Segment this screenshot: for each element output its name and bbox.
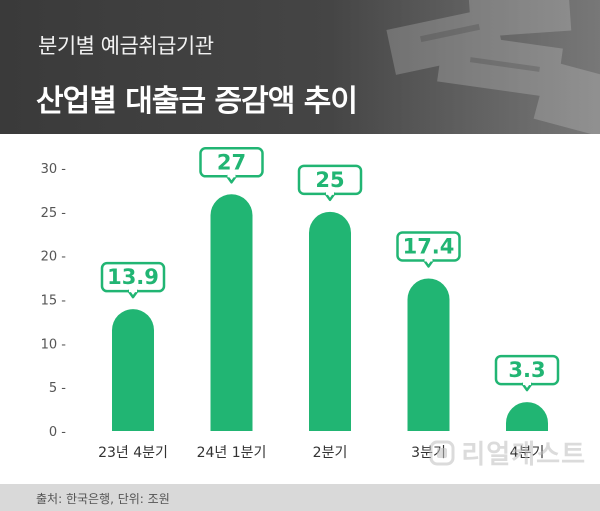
- value-callout-pointer-mask: [326, 191, 334, 195]
- money-background-image: [330, 0, 600, 134]
- bar: [112, 309, 154, 431]
- source-note: 출처: 한국은행, 단위: 조원: [36, 492, 170, 506]
- value-label: 17.4: [403, 234, 455, 258]
- header-banner: 분기별 예금취급기관 산업별 대출금 증감액 추이: [0, 0, 600, 134]
- y-axis: 0 - 5 - 10 - 15 - 20 - 25 - 30 -: [41, 162, 67, 440]
- value-callout-pointer-mask: [129, 289, 137, 293]
- value-label: 3.3: [508, 358, 545, 382]
- chart-subtitle: 분기별 예금취급기관: [38, 34, 214, 58]
- bar: [309, 211, 351, 431]
- y-tick-label: 5 -: [49, 381, 66, 396]
- x-tick-label: 2분기: [313, 445, 348, 461]
- y-tick-label: 30 -: [41, 162, 67, 177]
- value-label: 13.9: [107, 265, 159, 289]
- x-tick-label: 3분기: [411, 445, 446, 461]
- logo-text: 리얼캐스트: [461, 440, 586, 470]
- watermark-logo: 리얼캐스트: [429, 434, 586, 471]
- value-callout-pointer-mask: [424, 258, 433, 262]
- value-label: 27: [217, 150, 246, 174]
- bar: [506, 402, 548, 431]
- chart-title: 산업별 대출금 증감액 추이: [36, 84, 358, 119]
- x-tick-label: 24년 1분기: [197, 445, 267, 461]
- x-axis: 23년 4분기 24년 1분기 2분기 3분기 4분기: [98, 445, 544, 461]
- bar: [407, 278, 450, 431]
- value-callout-pointer-mask: [227, 174, 236, 178]
- x-tick-label: 23년 4분기: [98, 445, 168, 461]
- logo-mark-icon: [429, 440, 455, 465]
- y-tick-label: 15 -: [41, 294, 67, 309]
- y-tick-label: 10 -: [41, 337, 67, 352]
- y-tick-label: 20 -: [41, 250, 67, 265]
- y-tick-label: 0 -: [49, 425, 66, 440]
- footer-bar: 출처: 한국은행, 단위: 조원: [0, 484, 600, 511]
- bars-group: 13.9 27 25 17.4 3.3: [100, 147, 560, 431]
- value-callout-pointer-mask: [523, 382, 531, 386]
- bar: [210, 194, 253, 431]
- value-label: 25: [315, 168, 344, 192]
- y-tick-label: 25 -: [41, 206, 67, 221]
- bar-chart: 0 - 5 - 10 - 15 - 20 - 25 - 30 - 13.9 27 25 17.4 3…: [41, 147, 560, 461]
- x-tick-label: 4분기: [510, 445, 545, 461]
